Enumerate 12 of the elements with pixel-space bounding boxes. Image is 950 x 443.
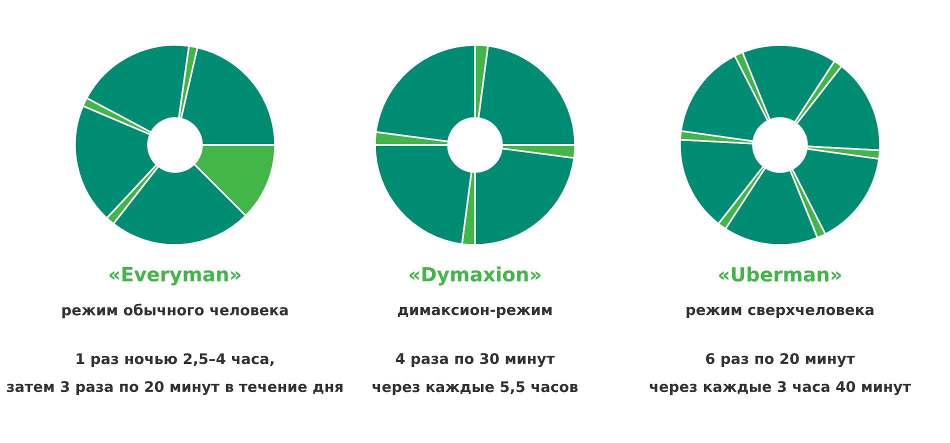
text: 1 раз ночью 2,5–4 часа, [76, 353, 274, 368]
text: «Everyman» [110, 267, 240, 286]
text: через каждые 3 часа 40 минут [650, 381, 912, 396]
text: димаксион-режим [398, 306, 552, 318]
text: 4 раза по 30 минут [396, 353, 555, 368]
text: через каждые 5,5 часов [372, 381, 578, 396]
text: 6 раз по 20 минут [706, 353, 855, 368]
text: «Dymaxion» [410, 266, 540, 286]
text: режим сверхчеловека [686, 306, 874, 318]
text: «Uberman» [719, 266, 841, 282]
text: режим обычного человека [62, 304, 288, 318]
text: затем 3 раза по 20 минут в течение дня [7, 381, 342, 396]
